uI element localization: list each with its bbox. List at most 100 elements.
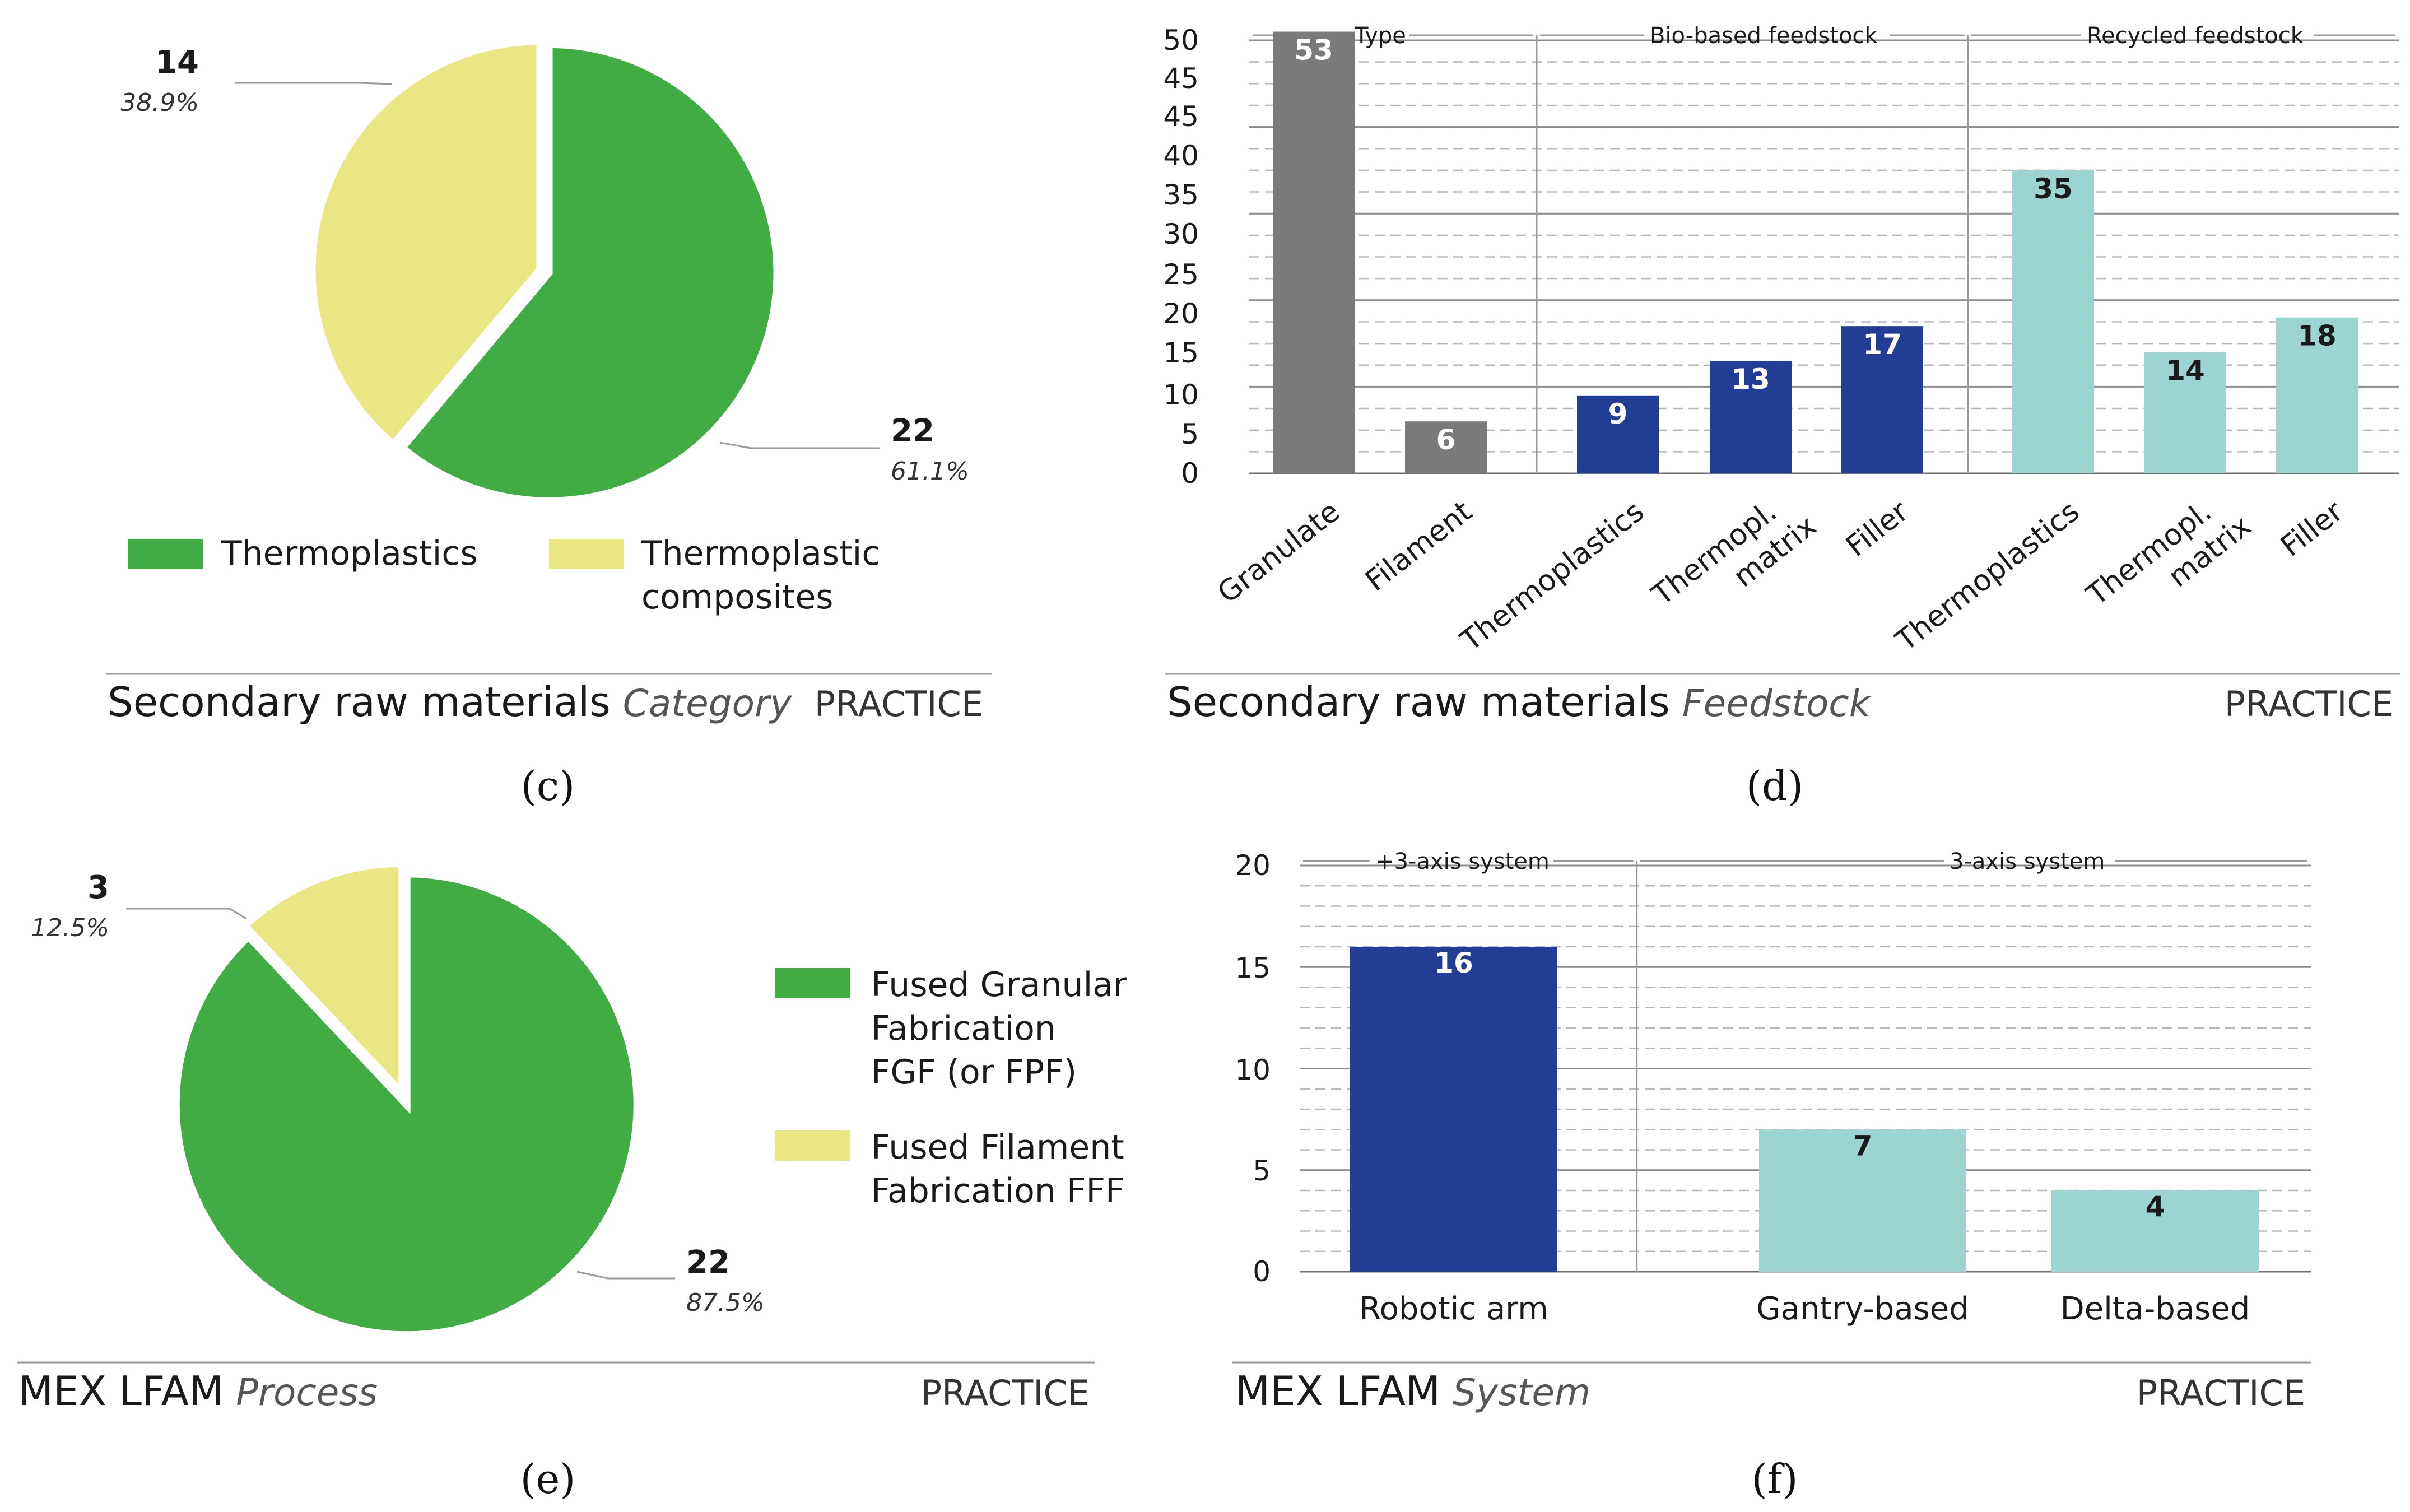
bars-d: 53 6 9 13 17 35 14 18 (1273, 31, 2358, 474)
pie-chart-e: 22 87.5% 3 12.5% (31, 859, 765, 1339)
x-tick-label-group: Thermopl.matrix (2081, 495, 2258, 612)
slice-percent-label: 12.5% (31, 914, 109, 942)
slice-value-label: 14 (155, 44, 199, 81)
legend-label: Fabrication (871, 1009, 1056, 1048)
panel-label-d: (d) (1746, 762, 1803, 809)
leader-line (235, 82, 393, 85)
legend-c: Thermoplastics Thermoplastic composites (128, 534, 880, 617)
y-tick-label: 20 (1163, 297, 1199, 330)
group-header-label: +3-axis system (1375, 849, 1550, 874)
legend-e: Fused Granular Fabrication FGF (or FPF) Fus… (775, 965, 1127, 1211)
x-axis-labels-f: Robotic arm Gantry-based Delta-based (1359, 1291, 2250, 1327)
pie-chart-c: 22 61.1% 14 38.9% (120, 37, 969, 505)
bar-value-label: 17 (1863, 328, 1902, 361)
x-tick-label-group: Filler (2274, 495, 2349, 564)
panel-label-e: (e) (520, 1455, 576, 1502)
x-tick-label-group: Thermoplastics (1454, 495, 1650, 658)
bar-value-label: 13 (1731, 363, 1770, 396)
legend-label: Thermoplastics (221, 534, 478, 573)
x-tick-label: Thermoplastics (1890, 495, 2086, 658)
practice-tag-e: PRACTICE (921, 1373, 1090, 1413)
slice-value-label: 3 (87, 869, 109, 906)
bar-value-label: 14 (2166, 355, 2205, 387)
slice-value-label: 22 (891, 413, 934, 449)
y-tick-label: 15 (1235, 952, 1271, 984)
bar (2051, 1190, 2259, 1272)
pie-slice-major (171, 869, 641, 1339)
legend-label: Fused Granular (871, 965, 1127, 1004)
practice-tag-d: PRACTICE (2225, 683, 2393, 724)
panel-label-c: (c) (521, 762, 575, 809)
bar (1759, 1129, 1966, 1272)
slice-value-label: 22 (686, 1244, 730, 1281)
x-tick-label: Delta-based (2060, 1291, 2250, 1327)
leader-line (126, 908, 247, 920)
practice-tag-f: PRACTICE (2137, 1373, 2305, 1413)
y-tick-label: 25 (1163, 258, 1199, 291)
subtitle-text-d: Feedstock (1682, 682, 1872, 725)
bar (1405, 421, 1487, 473)
subtitle-text-e: Process (236, 1371, 378, 1414)
y-tick-label: 45 (1163, 62, 1199, 95)
x-tick-label-group: Gantry-based (1756, 1291, 1969, 1327)
bar (1577, 395, 1659, 473)
title-text-f: MEX LFAM (1235, 1367, 1440, 1415)
group-headers-d: Type Bio-based feedstock Recycled feedstoc… (1253, 23, 2395, 473)
x-tick-label-group: Granulate (1212, 495, 1346, 610)
slice-percent-label: 87.5% (686, 1288, 765, 1317)
chart-title-f: MEX LFAM System (1235, 1367, 1590, 1415)
pie-slice-major (396, 40, 781, 505)
x-tick-label: Thermoplastics (1454, 495, 1650, 658)
bar-value-label: 9 (1608, 398, 1628, 430)
x-tick-label-group: Robotic arm (1359, 1291, 1548, 1327)
pie-slice-minor (308, 37, 545, 450)
x-tick-label: Filler (2274, 495, 2349, 564)
bar (1350, 947, 1557, 1272)
y-axis-ticks-f: 20 15 10 5 0 (1235, 849, 1271, 1288)
y-tick-label: 45 (1163, 100, 1199, 133)
subtitle-text-f: System (1453, 1371, 1590, 1414)
title-text-d: Secondary raw materials (1167, 678, 1670, 725)
x-tick-label-group: Filler (1840, 495, 1915, 564)
bar-value-label: 18 (2297, 320, 2337, 352)
group-header-label: Bio-based feedstock (1650, 23, 1878, 49)
x-tick-label-group: Filament (1359, 495, 1478, 598)
legend-swatch (128, 539, 203, 569)
bar-value-label: 6 (1436, 424, 1456, 456)
bar-value-label: 4 (2146, 1190, 2165, 1223)
legend-swatch (775, 1130, 850, 1161)
bar-value-label: 53 (1294, 34, 1333, 67)
group-header-label: Recycled feedstock (2087, 23, 2304, 49)
chart-title-e: MEX LFAM Process (18, 1367, 378, 1415)
x-tick-label: Granulate (1212, 495, 1346, 610)
x-tick-label-group: Thermoplastics (1890, 495, 2086, 658)
y-tick-label: 0 (1181, 457, 1199, 490)
legend-label: Fused Filament (871, 1128, 1124, 1167)
group-headers-f: +3-axis system 3-axis system (1303, 849, 2307, 1272)
legend-label: composites (641, 578, 834, 617)
bar (2276, 317, 2358, 473)
subtitle-text-c: Category (623, 682, 792, 725)
x-tick-label: Filament (1359, 495, 1478, 598)
pie-slice-minor (239, 859, 407, 1104)
y-tick-label: 5 (1253, 1155, 1271, 1187)
y-tick-label: 10 (1163, 379, 1199, 411)
bar (2012, 170, 2094, 473)
panel-label-f: (f) (1752, 1455, 1798, 1502)
practice-tag-c: PRACTICE (815, 683, 983, 724)
y-tick-label: 40 (1163, 139, 1199, 172)
x-tick-label-group: Delta-based (2060, 1291, 2250, 1327)
legend-label: FGF (or FPF) (871, 1053, 1077, 1092)
y-tick-label: 10 (1235, 1054, 1271, 1086)
legend-label: Thermoplastic (641, 534, 880, 573)
grid-d (1249, 39, 2399, 474)
y-tick-label: 35 (1163, 179, 1199, 211)
x-axis-labels-d: Granulate FilamentThermoplasticsThermopl.… (1212, 495, 2350, 658)
